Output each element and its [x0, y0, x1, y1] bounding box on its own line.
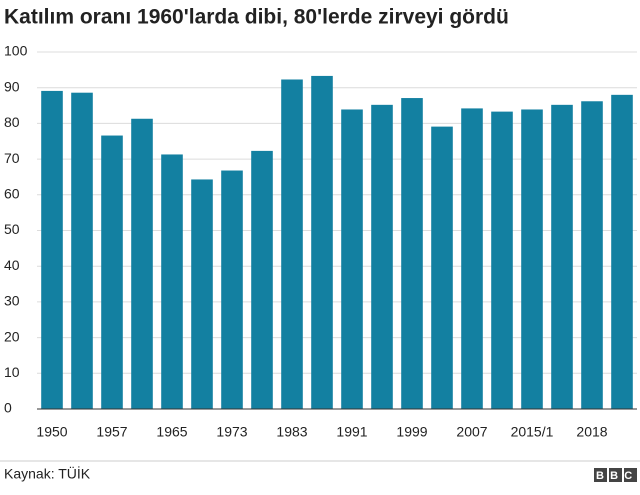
y-tick-label: 40: [4, 257, 20, 273]
y-tick-label: 90: [4, 78, 20, 94]
x-tick-label: 2015/1: [511, 424, 554, 440]
bar: [41, 90, 63, 410]
bar: [611, 94, 633, 409]
bar: [491, 111, 513, 409]
bar: [101, 135, 123, 409]
x-tick-label: 1999: [396, 424, 427, 440]
bar: [191, 179, 213, 409]
bar: [221, 170, 243, 409]
bar: [131, 118, 153, 409]
bar: [71, 92, 93, 409]
x-tick-label: 2007: [456, 424, 487, 440]
x-tick-label: 1983: [276, 424, 307, 440]
y-tick-label: 70: [4, 150, 20, 166]
x-tick-label: 2018: [576, 424, 607, 440]
chart-title: Katılım oranı 1960'larda dibi, 80'lerde …: [4, 6, 509, 29]
x-tick-label: 1991: [336, 424, 367, 440]
x-tick-label: 1973: [216, 424, 247, 440]
y-tick-label: 100: [4, 43, 28, 59]
y-tick-label: 20: [4, 328, 20, 344]
bar: [401, 98, 423, 409]
y-tick-label: 0: [4, 400, 12, 416]
y-tick-label: 30: [4, 293, 20, 309]
brand-logo: BBC: [594, 468, 638, 482]
x-tick-label: 1950: [36, 424, 67, 440]
y-tick-label: 80: [4, 114, 20, 130]
bar: [581, 101, 603, 410]
bar: [161, 154, 183, 409]
bar: [521, 109, 543, 410]
x-tick-label: 1957: [96, 424, 127, 440]
y-tick-label: 60: [4, 186, 20, 202]
bar: [281, 79, 303, 409]
x-tick-label: 1965: [156, 424, 187, 440]
source: Kaynak: TÜİK: [4, 465, 91, 482]
bar: [461, 108, 483, 409]
bar: [551, 104, 573, 409]
bar: [431, 126, 453, 409]
bar: [341, 109, 363, 410]
bar: [251, 150, 273, 409]
brand: BBC: [596, 470, 638, 482]
y-tick-label: 50: [4, 221, 20, 237]
bar: [371, 104, 393, 409]
bar: [311, 75, 333, 409]
y-tick-label: 10: [4, 364, 20, 380]
